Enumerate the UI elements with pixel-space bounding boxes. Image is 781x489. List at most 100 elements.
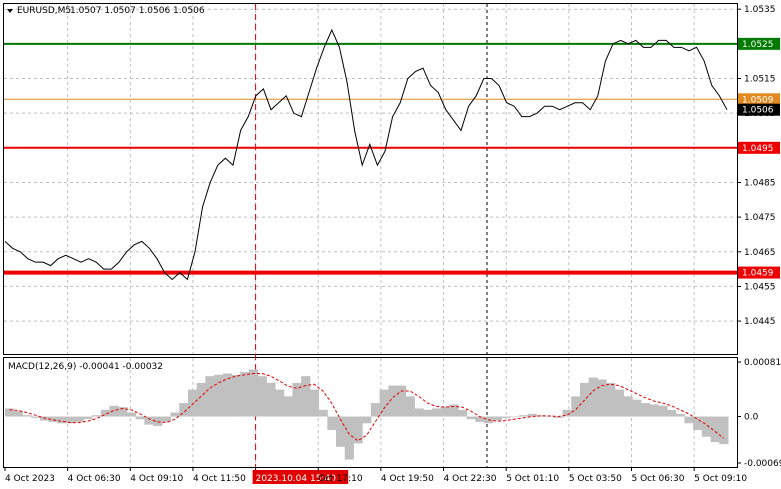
macd-bar	[318, 409, 328, 417]
macd-bar	[48, 416, 58, 422]
macd-bar	[614, 389, 624, 417]
macd-bar	[545, 416, 555, 418]
macd-bar	[588, 377, 598, 417]
macd-bar	[100, 409, 111, 417]
macd-bar	[109, 405, 119, 417]
macd-bar	[536, 415, 546, 417]
x-label-highlight	[252, 470, 349, 484]
macd-bar	[466, 416, 476, 420]
macd-bar	[667, 409, 677, 417]
macd-bar	[275, 389, 285, 417]
macd-bar	[292, 382, 302, 417]
macd-y-tick-label: 0.0	[744, 413, 759, 423]
macd-bar	[693, 416, 703, 430]
macd-bar	[405, 396, 415, 417]
price-axis: 1.05351.05251.05151.05051.04951.04851.04…	[737, 5, 780, 327]
price-series	[4, 28, 728, 281]
macd-bar	[205, 376, 215, 417]
macd-bar	[126, 412, 137, 417]
macd-bar	[510, 416, 520, 418]
x-tick-label: 5 Oct 06:30	[631, 474, 684, 484]
macd-bar	[39, 416, 50, 421]
macd-bar	[196, 382, 206, 417]
macd-bar	[161, 416, 172, 422]
macd-bar	[562, 409, 572, 417]
y-tick-label: 1.0455	[744, 282, 776, 292]
macd-bar	[649, 404, 659, 417]
macd-title: MACD(12,26,9) -0.00041 -0.00032	[8, 362, 163, 372]
macd-axis: 0.00081 0.0 -0.00069	[737, 358, 781, 469]
y-tick-label: 1.0535	[744, 5, 776, 15]
macd-bar	[623, 396, 633, 417]
macd-bar	[257, 376, 267, 417]
macd-bar	[222, 373, 232, 417]
macd-bar	[5, 408, 15, 417]
macd-bar	[440, 406, 450, 417]
macd-bar	[475, 416, 485, 422]
macd-bar	[179, 403, 189, 417]
macd-bar	[640, 403, 651, 417]
level-label: 1.0459	[742, 269, 774, 279]
y-tick-label: 1.0515	[744, 75, 776, 85]
y-tick-label: 1.0485	[744, 178, 776, 188]
macd-bar	[388, 385, 398, 417]
macd-bar	[309, 389, 320, 417]
macd-bar	[606, 382, 616, 417]
macd-bar	[31, 416, 41, 418]
macd-bar	[571, 396, 581, 417]
macd-bar	[283, 396, 293, 417]
x-tick-label: 4 Oct 19:50	[381, 474, 434, 484]
macd-bar	[492, 416, 503, 421]
price-panel-frame	[3, 3, 738, 355]
macd-bar	[675, 413, 685, 417]
macd-bar	[74, 416, 84, 422]
collapse-triangle-icon[interactable]	[7, 9, 13, 13]
macd-panel-frame	[3, 357, 738, 468]
macd-bar	[231, 374, 241, 417]
level-label-box	[738, 141, 780, 154]
macd-bar	[214, 374, 224, 417]
macd-bar	[362, 416, 372, 424]
macd-bar	[632, 399, 642, 417]
macd-bar	[327, 416, 337, 430]
macd-bar	[423, 409, 433, 417]
macd-bar	[153, 416, 163, 426]
macd-bar	[719, 416, 729, 445]
x-tick-label: 4 Oct 09:10	[130, 474, 183, 484]
x-tick-label: Oct 17:10	[318, 474, 363, 484]
macd-bar	[22, 415, 32, 417]
macd-bar	[57, 416, 67, 424]
ohlc-readout: 1.0507 1.0507 1.0506 1.0506	[70, 6, 205, 16]
macd-bar	[518, 415, 529, 417]
level-label-box	[738, 266, 780, 279]
x-tick-label: 5 Oct 03:50	[569, 474, 622, 484]
macd-bar	[336, 416, 346, 447]
macd-bar	[301, 376, 311, 417]
macd-bar	[344, 416, 354, 460]
level-label-box	[738, 37, 780, 50]
macd-bar	[449, 404, 459, 417]
level-label: 1.0495	[742, 144, 774, 154]
symbol-label: EURUSD,M5	[17, 6, 71, 16]
macd-bar	[396, 385, 407, 417]
macd-bar	[83, 416, 93, 420]
y-tick-label: 1.0465	[744, 248, 776, 258]
macd-indicator	[5, 369, 729, 460]
x-tick-label: 4 Oct 06:30	[68, 474, 121, 484]
macd-bar	[658, 405, 668, 417]
time-axis: 4 Oct 2023 4 Oct 06:30 4 Oct 09:10 4 Oct 11…	[4, 467, 747, 484]
macd-bar	[501, 416, 511, 418]
macd-bar	[266, 382, 276, 417]
x-tick-label: 5 Oct 09:10	[694, 474, 747, 484]
macd-bar	[597, 379, 607, 417]
y-tick-label: 1.0445	[744, 317, 776, 327]
x-tick-label: 5 Oct 01:10	[506, 474, 559, 484]
level-label: 1.0506	[742, 106, 774, 116]
macd-bar	[187, 389, 198, 417]
macd-bar	[65, 416, 76, 424]
macd-y-tick-label: 0.00081	[744, 358, 781, 368]
macd-bar	[579, 382, 590, 417]
macd-bar	[701, 416, 712, 437]
macd-bar	[135, 416, 145, 420]
